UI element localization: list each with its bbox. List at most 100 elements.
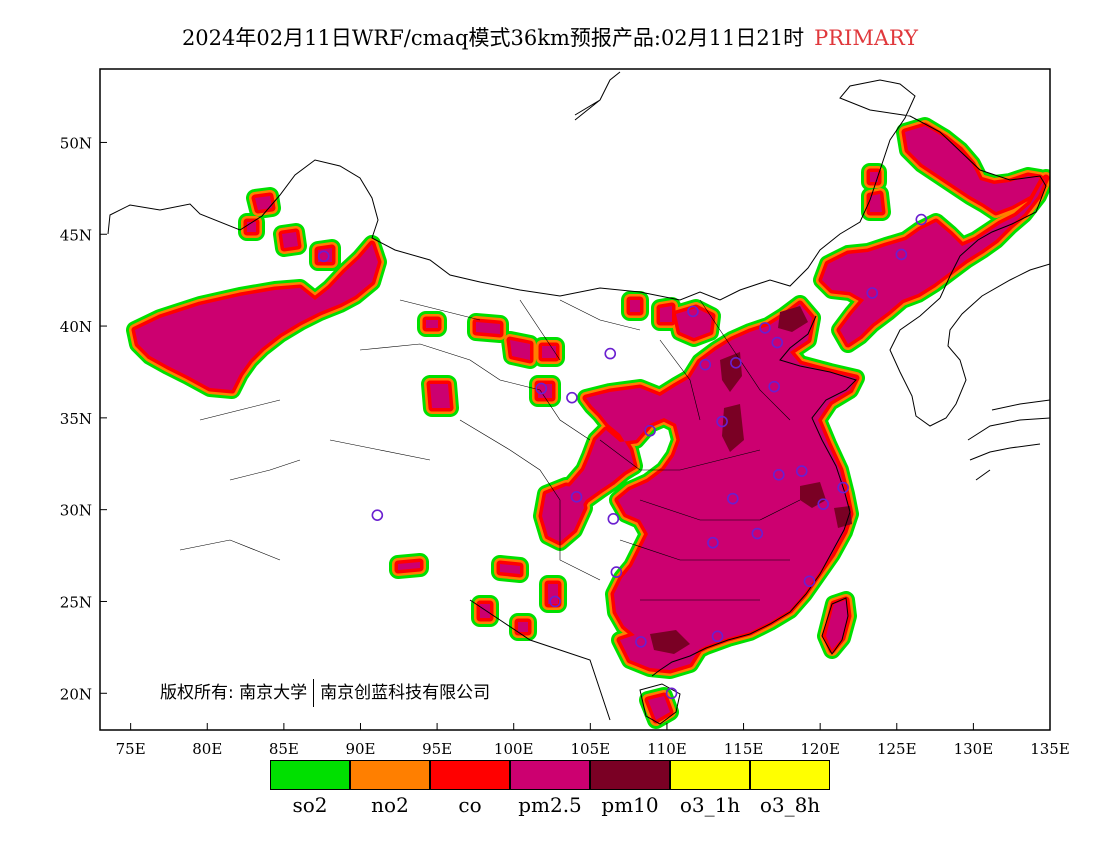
station-marker — [730, 356, 742, 369]
station-marker — [716, 415, 728, 428]
pollution-area — [676, 308, 712, 338]
legend-label: co — [458, 793, 482, 817]
china-east-coast — [651, 315, 857, 677]
station-marker — [317, 250, 330, 263]
pollution-area — [548, 304, 856, 664]
pm10-area — [720, 352, 742, 392]
legend-swatch — [270, 760, 350, 790]
x-tick-label: 120E — [800, 740, 840, 758]
y-tick-label: 30N — [60, 502, 92, 520]
station-marker — [665, 687, 678, 700]
station-marker — [687, 305, 699, 318]
station-marker — [915, 213, 928, 226]
mongolia-russia-lines — [574, 71, 621, 121]
legend-label: pm2.5 — [518, 793, 582, 817]
station-marker — [751, 527, 764, 540]
x-tick-label: 85E — [269, 740, 299, 758]
x-tick-label: 115E — [724, 740, 764, 758]
x-tick-label: 80E — [192, 740, 222, 758]
station-marker — [607, 513, 620, 525]
pollution-layer — [126, 117, 1050, 729]
station-marker — [604, 347, 617, 360]
x-tick-label: 125E — [877, 740, 917, 758]
pollution-area — [510, 340, 530, 360]
korea-outline — [889, 263, 1050, 427]
pollution-area — [247, 222, 256, 232]
china-outline — [107, 79, 1047, 301]
pollution-area — [426, 320, 438, 328]
x-tick-label: 75E — [116, 740, 146, 758]
pm10-area — [722, 404, 744, 452]
y-tick-label: 45N — [60, 226, 92, 244]
taiwan-outline — [821, 597, 849, 655]
pollution-area — [660, 306, 672, 322]
y-tick-label: 20N — [60, 685, 92, 703]
station-marker — [635, 636, 647, 648]
x-axis: 75E 80E 85E 90E 95E 100E 105E 110E 115E 120E 125E 1… — [116, 723, 1070, 758]
title-text: 2024年02月11日WRF/cmaq模式36km预报产品:02月11日21时 — [181, 26, 805, 50]
pollution-area — [430, 384, 450, 408]
pollution-area — [135, 244, 378, 390]
pollution-area — [398, 562, 420, 570]
legend-swatch — [750, 760, 830, 790]
station-marker — [866, 287, 879, 299]
copyright-separator — [313, 679, 315, 707]
pollution-area — [905, 126, 1040, 212]
pollution-area — [480, 604, 490, 618]
boundary-lines — [107, 71, 1050, 725]
legend-label: no2 — [371, 793, 409, 817]
pm10-area — [834, 506, 852, 528]
pollution-area — [476, 322, 500, 334]
station-marker — [768, 380, 780, 393]
legend-swatch — [590, 760, 670, 790]
y-tick-label: 35N — [60, 410, 92, 428]
x-tick-label: 100E — [494, 740, 534, 758]
pollution-area — [648, 696, 670, 720]
pollution-area — [500, 564, 520, 574]
legend-label: o3_8h — [759, 793, 821, 817]
station-markers — [317, 213, 928, 700]
pollution-area — [630, 300, 640, 312]
plot-frame — [99, 68, 1051, 731]
station-marker — [535, 382, 548, 395]
pm10-area — [778, 306, 808, 332]
title-tag: PRIMARY — [814, 26, 919, 50]
legend-swatch — [350, 760, 430, 790]
station-marker — [549, 595, 561, 608]
copyright-right: 南京创蓝科技有限公司 — [320, 683, 491, 703]
legend-swatch — [670, 760, 750, 790]
x-tick-label: 95E — [422, 740, 452, 758]
x-tick-label: 135E — [1030, 740, 1070, 758]
legend-swatch — [510, 760, 590, 790]
y-tick-label: 50N — [60, 134, 92, 152]
station-marker — [771, 336, 784, 349]
south-border — [469, 599, 611, 721]
station-marker — [795, 465, 808, 477]
station-marker — [371, 509, 384, 521]
station-marker — [772, 468, 785, 481]
y-tick-label: 40N — [60, 318, 92, 336]
pollution-area — [822, 178, 1046, 344]
pollution-area — [518, 622, 528, 632]
copyright-left: 版权所有: 南京大学 — [160, 683, 308, 703]
station-marker — [644, 424, 656, 437]
copyright-note: 版权所有: 南京大学 南京创蓝科技有限公司 — [160, 678, 490, 707]
station-marker — [759, 322, 771, 334]
hainan-outline — [639, 683, 681, 725]
x-tick-label: 130E — [954, 740, 994, 758]
station-marker — [711, 630, 724, 643]
pollution-area — [542, 346, 556, 358]
station-marker — [570, 491, 583, 503]
station-marker — [727, 492, 739, 505]
station-marker — [707, 536, 719, 549]
station-marker — [837, 481, 849, 494]
legend-label: so2 — [292, 793, 328, 817]
x-tick-label: 105E — [571, 740, 611, 758]
x-tick-label: 90E — [345, 740, 375, 758]
station-marker — [610, 566, 623, 578]
japan-outline — [967, 399, 1050, 481]
map-title: 2024年02月11日WRF/cmaq模式36km预报产品:02月11日21时 P… — [0, 22, 1100, 52]
pollution-area — [870, 172, 878, 182]
legend-label: pm10 — [601, 793, 659, 817]
